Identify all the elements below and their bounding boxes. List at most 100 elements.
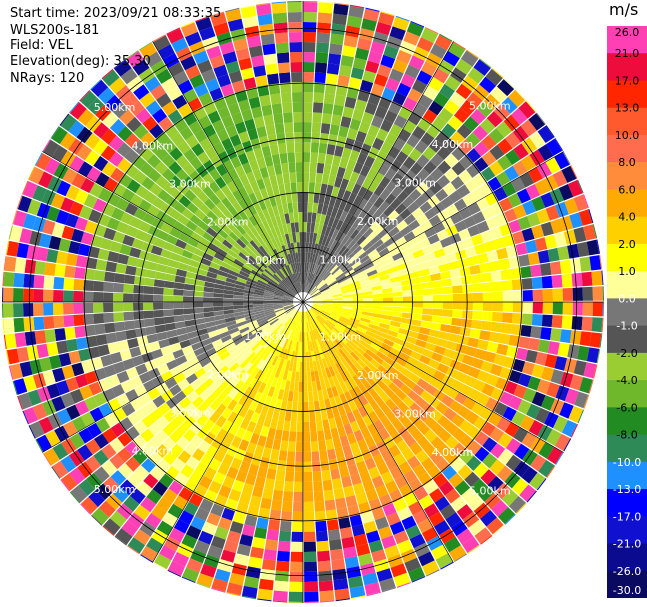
radar-gate [309, 341, 314, 352]
radar-gate [378, 96, 392, 110]
radar-gate [225, 8, 242, 22]
radar-gate [368, 387, 379, 399]
radar-gate [283, 304, 294, 309]
radar-gate [530, 264, 542, 277]
radar-gate [196, 582, 211, 589]
radar-gate [350, 351, 360, 362]
radar-gate [243, 77, 257, 90]
radar-gate [287, 202, 294, 214]
radar-gate [308, 192, 314, 203]
radar-gate [303, 471, 313, 482]
radar-gate [413, 486, 429, 501]
radar-gate [330, 33, 345, 45]
radar-gate [272, 590, 288, 602]
radar-gate [69, 491, 81, 504]
radar-gate [326, 276, 336, 285]
radar-gate [101, 443, 117, 460]
radar-gate [414, 140, 429, 154]
radar-gate [173, 70, 189, 86]
radar-gate [342, 190, 352, 202]
radar-gate [352, 482, 365, 495]
radar-gate [145, 513, 162, 529]
radar-gate [559, 402, 574, 419]
radar-gate [102, 525, 115, 536]
radar-gate [358, 198, 368, 210]
radar-gate [407, 356, 419, 367]
radar-gate [258, 199, 267, 211]
radar-gate [498, 258, 511, 270]
radar-gate [156, 458, 171, 473]
radar-gate [153, 294, 164, 302]
radar-gate [319, 285, 329, 292]
radar-gate [202, 362, 214, 373]
radar-gate [217, 365, 229, 376]
radar-gate [445, 224, 458, 237]
radar-gate [250, 180, 260, 193]
radar-gate [359, 28, 375, 41]
radar-gate [284, 293, 295, 298]
radar-gate [389, 123, 403, 138]
radar-gate [253, 380, 263, 392]
radar-gate [347, 463, 359, 476]
radar-gate [263, 298, 274, 301]
radar-gate [293, 122, 303, 133]
radar-gate [193, 106, 207, 121]
radar-gate [267, 134, 278, 146]
radar-gate [347, 192, 357, 204]
radar-gate [164, 124, 179, 139]
radar-gate [287, 152, 296, 163]
radar-gate [267, 315, 277, 322]
radar-gate [380, 54, 396, 69]
radar-gate [50, 126, 60, 139]
radar-gate [109, 77, 126, 94]
radar-gate [341, 346, 350, 357]
radar-gate [236, 340, 247, 349]
radar-gate [266, 314, 277, 321]
radar-gate [342, 296, 353, 300]
radar-gate [236, 369, 247, 380]
radar-gate [376, 265, 387, 273]
radar-gate [306, 222, 311, 233]
radar-gate [8, 365, 14, 380]
radar-gate [126, 116, 142, 133]
radar-gate [323, 215, 331, 226]
radar-gate [275, 309, 285, 315]
radar-gate [197, 440, 211, 453]
radar-gate [312, 295, 323, 300]
radar-gate [219, 351, 231, 361]
radar-gate [322, 419, 330, 431]
radar-gate [392, 342, 404, 352]
radar-gate [303, 222, 307, 233]
radar-gate [531, 314, 543, 327]
radar-gate [451, 146, 466, 161]
radar-gate [80, 411, 96, 427]
radar-gate [430, 153, 444, 168]
radar-gate [332, 268, 342, 277]
radar-gate [307, 284, 313, 294]
radar-gate [321, 235, 328, 246]
radar-gate [329, 315, 339, 322]
radar-gate [467, 255, 479, 266]
radar-gate [318, 2, 334, 14]
radar-gate [195, 17, 213, 32]
radar-gate [112, 183, 127, 197]
radar-gate [107, 374, 121, 388]
range-ring-label: 1.00km [245, 254, 287, 267]
radar-gate [402, 395, 415, 408]
grid [2, 1, 604, 603]
radar-gate [392, 296, 403, 302]
radar-gate [225, 253, 236, 262]
radar-gate [392, 377, 404, 389]
radar-gate [148, 253, 161, 264]
radar-gate [313, 491, 324, 502]
radar-gate [440, 504, 456, 520]
radar-gate [306, 311, 312, 321]
radar-gate [33, 289, 44, 302]
radar-gate [418, 494, 434, 510]
radar-gate [221, 115, 235, 129]
radar-gate [73, 314, 85, 326]
radar-gate [184, 243, 196, 254]
radar-gate [417, 518, 433, 534]
radar-gate [297, 411, 303, 422]
radar-gate [340, 382, 349, 394]
